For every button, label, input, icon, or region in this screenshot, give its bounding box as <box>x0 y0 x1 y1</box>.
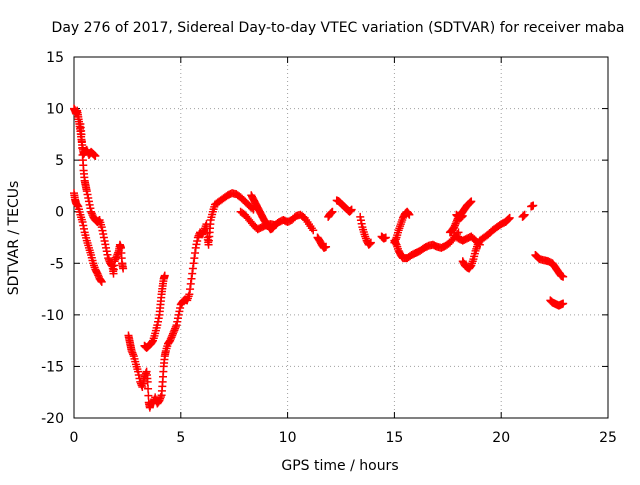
data-point <box>520 210 529 219</box>
data-series <box>140 271 169 352</box>
data-series <box>332 196 356 216</box>
data-point <box>381 233 390 242</box>
x-tick-label: 15 <box>385 430 403 446</box>
data-point <box>119 264 128 273</box>
data-point <box>97 277 106 286</box>
data-point <box>559 272 568 281</box>
data-series <box>452 210 467 222</box>
data-point <box>458 211 467 220</box>
data-point <box>78 144 87 153</box>
data-series <box>356 212 375 249</box>
x-tick-label: 5 <box>176 430 185 446</box>
data-series <box>236 207 318 235</box>
data-point <box>143 377 152 386</box>
data-markers <box>70 104 568 412</box>
data-point <box>405 210 414 219</box>
data-series <box>377 232 390 243</box>
data-point <box>467 197 476 206</box>
data-point <box>366 238 375 247</box>
data-point <box>474 239 483 248</box>
grid-lines <box>74 57 608 418</box>
data-series <box>247 191 279 234</box>
data-point <box>529 201 538 210</box>
chart-title: Day 276 of 2017, Sidereal Day-to-day VTE… <box>52 20 625 36</box>
x-tick-label: 25 <box>599 430 617 446</box>
data-point <box>559 299 568 308</box>
y-axis-label: SDTVAR / TECUs <box>6 181 22 296</box>
y-tick-label: 10 <box>46 102 64 118</box>
data-point <box>144 384 153 393</box>
data-point <box>160 271 169 280</box>
axis-ticks: 0 5 10 15 20 25 -20 -15 -10 -5 0 5 10 15 <box>41 50 617 446</box>
x-axis-label: GPS time / hours <box>281 458 398 474</box>
y-tick-label: -20 <box>41 411 64 427</box>
y-tick-label: 5 <box>55 153 64 169</box>
data-point <box>322 242 331 251</box>
data-point <box>309 226 318 235</box>
data-point <box>328 207 337 216</box>
data-point <box>270 221 279 230</box>
x-tick-label: 10 <box>279 430 297 446</box>
data-series <box>518 210 529 221</box>
data-point <box>505 213 514 222</box>
data-series <box>390 207 414 247</box>
data-series <box>450 231 484 249</box>
data-series <box>527 201 538 211</box>
data-series <box>324 207 337 221</box>
y-tick-label: -5 <box>50 256 64 272</box>
x-tick-label: 0 <box>70 430 79 446</box>
data-series <box>531 251 568 281</box>
y-tick-label: -15 <box>41 359 64 375</box>
data-point <box>144 391 153 400</box>
x-tick-label: 20 <box>492 430 510 446</box>
data-point <box>77 130 86 139</box>
data-series <box>76 120 128 278</box>
data-series <box>124 189 258 412</box>
data-series <box>546 296 568 310</box>
y-tick-label: 0 <box>55 205 64 221</box>
data-point <box>475 240 484 249</box>
data-series <box>313 233 331 252</box>
data-point <box>347 205 356 214</box>
data-series <box>70 189 106 286</box>
y-tick-label: 15 <box>46 50 64 66</box>
data-point <box>91 152 100 161</box>
plot-frame <box>73 56 609 419</box>
y-tick-label: -10 <box>41 308 64 324</box>
data-point <box>77 137 86 146</box>
